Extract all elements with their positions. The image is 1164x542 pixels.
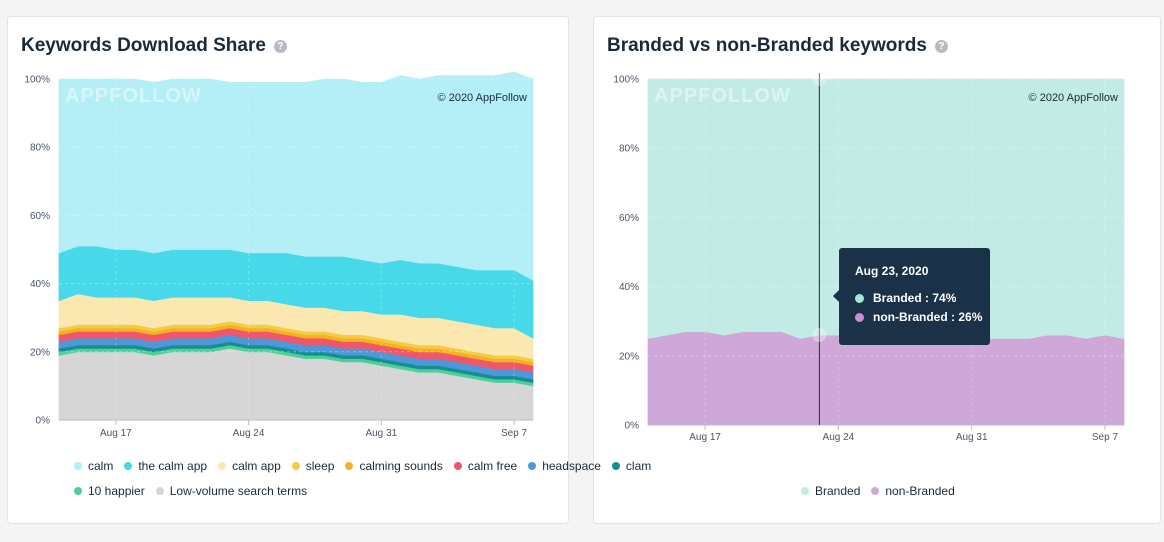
hover-marker bbox=[812, 328, 827, 343]
legend-color-dot bbox=[218, 461, 227, 470]
legend-color-dot bbox=[345, 461, 354, 470]
series-area-calm bbox=[58, 71, 534, 281]
tooltip-series-value: 26% bbox=[958, 310, 983, 324]
tooltip-series-value: 74% bbox=[932, 291, 957, 305]
legend-row: 10 happier Low-volume search terms bbox=[74, 478, 662, 503]
legend-row: calm the calm app calm app sleep calming sou… bbox=[74, 453, 662, 478]
copyright-text: © 2020 AppFollow bbox=[1029, 92, 1118, 104]
legend-row: Branded non-Branded bbox=[801, 478, 966, 503]
legend-item-calm-app[interactable]: calm app bbox=[218, 459, 281, 473]
legend-label: headspace bbox=[542, 458, 601, 473]
chart-legend: Branded non-Branded bbox=[801, 478, 966, 503]
x-tick-label: Sep 7 bbox=[501, 428, 528, 439]
legend-label: calm free bbox=[467, 458, 518, 473]
legend-color-dot bbox=[124, 461, 133, 470]
legend-item-calming-sounds[interactable]: calming sounds bbox=[345, 458, 443, 473]
y-tick-label: 0% bbox=[36, 416, 51, 427]
legend-label: non-Branded bbox=[885, 483, 955, 498]
card-title: Keywords Download Share ? bbox=[21, 35, 287, 57]
tooltip-separator: : bbox=[921, 291, 933, 305]
legend-item-non-branded[interactable]: non-Branded bbox=[871, 483, 955, 498]
x-tick-label: Aug 24 bbox=[233, 428, 265, 439]
tooltip-separator: : bbox=[947, 310, 959, 324]
x-tick-label: Aug 17 bbox=[689, 432, 721, 443]
tooltip-row-branded: Branded : 74% bbox=[855, 291, 990, 305]
legend-color-dot bbox=[74, 486, 82, 495]
series-color-dot bbox=[855, 293, 864, 303]
legend-color-dot bbox=[528, 461, 537, 470]
tooltip-row-non-branded: non-Branded : 26% bbox=[855, 310, 990, 324]
watermark: APPFOLLOW bbox=[65, 85, 202, 107]
legend-item-calm[interactable]: calm bbox=[74, 459, 113, 473]
hover-marker bbox=[812, 72, 827, 86]
legend-color-dot bbox=[871, 486, 880, 495]
y-tick-label: 40% bbox=[30, 279, 50, 290]
legend-item-sleep[interactable]: sleep bbox=[291, 458, 335, 473]
legend-item-clam[interactable]: clam bbox=[611, 458, 652, 473]
watermark: APPFOLLOW bbox=[654, 85, 791, 107]
legend-item-branded[interactable]: Branded bbox=[801, 484, 860, 498]
legend-label: calming sounds bbox=[359, 458, 443, 473]
card-title-text: Keywords Download Share bbox=[21, 35, 266, 56]
legend-color-dot bbox=[155, 486, 164, 495]
x-tick-label: Sep 7 bbox=[1092, 432, 1119, 443]
tooltip-date: Aug 23, 2020 bbox=[855, 264, 929, 278]
y-tick-label: 40% bbox=[619, 282, 639, 293]
copyright-text: © 2020 AppFollow bbox=[438, 92, 527, 104]
x-tick-label: Aug 24 bbox=[823, 432, 855, 443]
legend-label: Low-volume search terms bbox=[169, 483, 308, 498]
legend-color-dot bbox=[74, 461, 82, 470]
y-tick-label: 20% bbox=[619, 351, 639, 362]
legend-label: sleep bbox=[305, 458, 335, 473]
legend-label: calm bbox=[88, 458, 114, 473]
legend-color-dot bbox=[611, 461, 620, 470]
legend-label: Branded bbox=[815, 483, 861, 498]
help-icon[interactable]: ? bbox=[934, 39, 948, 53]
y-tick-label: 100% bbox=[24, 75, 50, 86]
y-tick-label: 80% bbox=[30, 143, 50, 154]
series-area-branded bbox=[647, 78, 1125, 339]
y-tick-label: 80% bbox=[619, 144, 639, 155]
legend-color-dot bbox=[291, 461, 300, 470]
chart-legend: calm the calm app calm app sleep calming sou… bbox=[74, 453, 662, 503]
y-tick-label: 60% bbox=[30, 211, 50, 222]
tooltip-series-name: Branded bbox=[873, 291, 922, 305]
legend-item-the-calm-app[interactable]: the calm app bbox=[124, 459, 207, 473]
x-tick-label: Aug 31 bbox=[365, 428, 397, 439]
y-tick-label: 20% bbox=[30, 347, 50, 358]
card-title-text: Branded vs non-Branded keywords bbox=[607, 35, 927, 56]
legend-label: 10 happier bbox=[88, 483, 145, 498]
legend-label: calm app bbox=[232, 458, 281, 473]
help-icon[interactable]: ? bbox=[273, 39, 287, 53]
legend-color-dot bbox=[801, 486, 809, 495]
legend-label: the calm app bbox=[138, 458, 208, 473]
tooltip-series-name: non-Branded bbox=[873, 310, 948, 324]
y-tick-label: 0% bbox=[625, 421, 640, 432]
x-tick-label: Aug 17 bbox=[100, 428, 132, 439]
x-tick-label: Aug 31 bbox=[956, 432, 988, 443]
y-tick-label: 60% bbox=[619, 213, 639, 224]
y-tick-label: 100% bbox=[613, 75, 639, 86]
legend-item-headspace[interactable]: headspace bbox=[528, 459, 601, 473]
legend-item-calm-free[interactable]: calm free bbox=[453, 458, 518, 473]
series-color-dot bbox=[855, 312, 864, 322]
card-title: Branded vs non-Branded keywords ? bbox=[607, 35, 948, 57]
legend-item-10-happier[interactable]: 10 happier bbox=[74, 484, 145, 498]
legend-item-low-volume-search-terms[interactable]: Low-volume search terms bbox=[155, 483, 308, 498]
legend-color-dot bbox=[453, 461, 462, 470]
chart-tooltip: Aug 23, 2020 Branded : 74% non-Branded :… bbox=[833, 248, 990, 345]
series-area-non-branded bbox=[647, 331, 1125, 426]
legend-label: clam bbox=[625, 458, 652, 473]
